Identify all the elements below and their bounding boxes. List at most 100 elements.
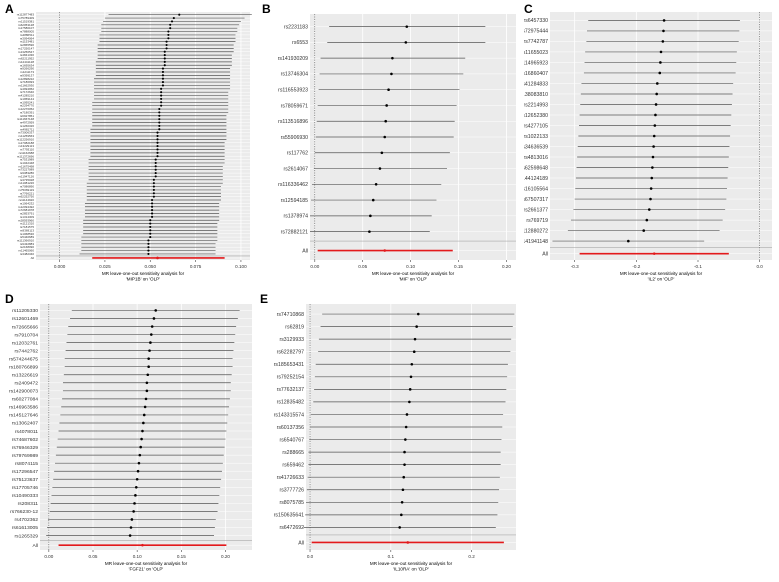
point-estimate [647,208,651,211]
point-estimate [150,202,154,205]
point-estimate [139,445,142,449]
snp-label: rs208311 [18,501,39,507]
snp-label: rs3129933 [279,337,304,343]
point-estimate [650,176,654,180]
point-estimate [149,219,152,222]
snp-label: rs138083810 [524,92,548,98]
panel-e: E 0.0 0.1 0.2 rs74710868 rs62819 rs3129933 rs6… [256,290,524,577]
point-estimate [154,171,157,175]
snp-label: rs1042448 [20,161,35,165]
snp-label: rs144124189 [524,176,548,182]
point-estimate [130,518,134,521]
snp-label: rs6540767 [279,437,304,443]
snp-label: rs74687602 [12,437,38,443]
point-estimate [160,91,163,94]
x-tick-label: 0.00 [44,554,53,559]
point-estimate [649,197,652,201]
point-estimate [403,463,406,466]
snp-label: rs11259563 [18,134,34,138]
snp-label: rs574244675 [9,356,38,362]
snp-label: rs5440689 [20,235,35,239]
point-estimate [398,526,401,529]
snp-label: rs111372696 [17,154,34,158]
point-estimate [152,178,155,181]
snp-label: rs60137356 [277,425,305,431]
point-estimate [165,40,168,43]
snp-label: rs7172640 [20,90,35,94]
snp-label: rs1260326 [20,124,35,128]
point-estimate [150,198,154,202]
point-estimate [132,510,135,513]
x-tick-label: 0.20 [502,264,511,269]
point-estimate [400,501,404,504]
snp-label: rs8074115 [15,461,38,467]
point-estimate [374,183,378,186]
snp-label: rs12652380 [524,113,548,119]
point-estimate [154,309,158,312]
snp-label: rs12441128 [18,60,34,64]
x-tick-label: -0.3 [571,264,579,269]
point-estimate [416,312,420,316]
point-estimate [412,350,416,353]
point-estimate [163,54,166,57]
snp-label: rs4078011 [15,429,38,435]
overall-label: All [542,252,548,258]
point-estimate [161,74,165,77]
snp-label: rs61613005 [12,525,38,531]
point-estimate [410,362,414,366]
snp-label: rs7766221 [20,191,35,195]
snp-label: rs17705746 [12,485,38,491]
snp-label: rs7180391 [20,110,35,114]
point-estimate [144,397,148,401]
snp-label: rs79769989 [12,453,38,459]
snp-label: rs11144920 [19,198,35,202]
point-estimate [133,502,136,505]
snp-label: rs2853791 [20,212,35,216]
point-estimate [662,29,665,33]
snp-label: rs7793110 [20,148,34,152]
snp-label: rs11519381 [18,19,34,23]
snp-label: rs60277084 [12,397,38,403]
point-estimate [152,195,155,198]
snp-label: rs79252154 [277,375,305,381]
point-estimate [659,61,662,64]
point-estimate [404,41,408,44]
snp-label: rs73006337 [18,131,34,135]
x-tick-label: 0.0 [756,264,763,269]
point-estimate [169,27,172,30]
snp-label: rs1959144 [20,97,35,101]
x-tick-label: -0.2 [632,264,640,269]
snp-label: rs7910704 [15,332,39,338]
snp-label: rs112877483 [17,13,35,17]
snp-label: rs62053128 [18,23,34,27]
snp-label: rs659462 [282,462,304,468]
snp-label: rs2168090 [20,245,35,249]
point-estimate [161,81,165,84]
point-estimate [146,373,150,377]
point-estimate [405,413,409,416]
point-estimate [404,425,408,429]
snp-label: rs11081226 [18,181,34,185]
point-estimate [156,134,159,138]
overall-label: All [298,540,304,546]
snp-label: rs2409472 [15,381,39,387]
point-estimate [147,249,150,252]
snp-label: rs41284833 [524,81,548,87]
point-estimate [163,60,166,63]
snp-label: rs13062407 [12,421,38,427]
point-estimate [140,437,143,441]
x-axis-label: 'FGF21' on 'OLP' [129,567,164,572]
snp-label: rs4981711 [20,127,34,131]
point-estimate [160,104,163,107]
point-estimate [167,37,170,40]
x-axis-label: MR leave-one-out sensitivity analysis fo… [372,271,455,276]
point-estimate [138,453,142,457]
point-estimate [161,77,165,80]
point-estimate [160,101,163,104]
snp-label: rs1265329 [15,533,39,539]
point-estimate [147,246,150,249]
x-tick-label: 0.15 [454,264,463,269]
point-estimate [384,119,387,123]
point-estimate [401,488,405,492]
overall-label: All [302,248,308,254]
